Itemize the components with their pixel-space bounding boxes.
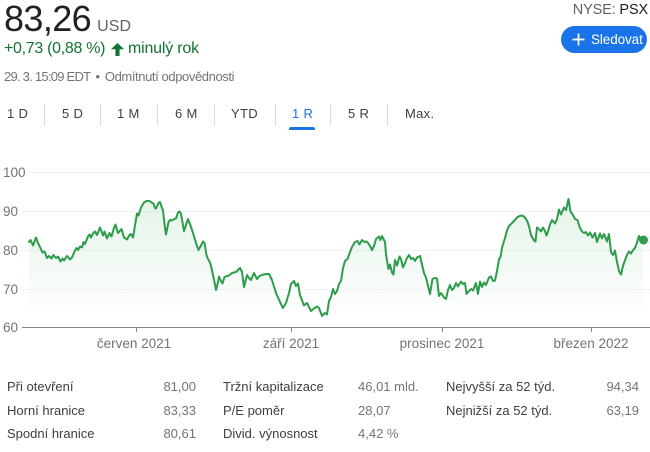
svg-text:prosinec 2021: prosinec 2021 [400,336,485,351]
svg-text:60: 60 [3,320,18,335]
svg-text:březen 2022: březen 2022 [553,336,628,351]
svg-text:červen 2021: červen 2021 [97,336,171,351]
svg-text:90: 90 [3,204,18,219]
svg-text:100: 100 [3,165,26,180]
svg-text:70: 70 [3,282,18,297]
svg-text:80: 80 [3,243,18,258]
svg-text:září 2021: září 2021 [263,336,319,351]
